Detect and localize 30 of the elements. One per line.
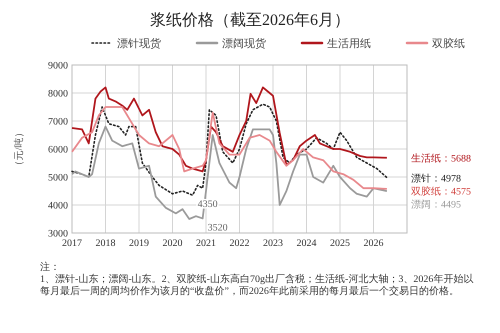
y-tick-label: 6000 xyxy=(48,144,68,156)
legend-label: 漂针现货 xyxy=(117,38,161,50)
y-tick-label: 3000 xyxy=(48,228,68,240)
y-tick-label: 7000 xyxy=(48,116,68,128)
legend-label: 漂阔现货 xyxy=(222,38,266,50)
annotation: 3520 xyxy=(208,222,228,234)
text: 注： xyxy=(40,262,61,274)
x-tick-label: 2025 xyxy=(330,238,350,249)
y-axis-title: （元/吨） xyxy=(13,128,25,170)
annotation: 双胶纸：4575 xyxy=(411,186,471,198)
y-tick-label: 4000 xyxy=(48,200,68,212)
y-tick-label: 8000 xyxy=(48,88,68,100)
legend-label: 双胶纸 xyxy=(432,37,465,50)
x-tick-label: 2019 xyxy=(129,238,149,249)
x-tick-label: 2020 xyxy=(162,238,182,249)
x-tick-label: 2022 xyxy=(230,238,250,249)
legend-label: 生活用纸 xyxy=(327,37,371,50)
x-tick-label: 2017 xyxy=(62,238,82,249)
chart-title: 浆纸价格（截至2026年6月） xyxy=(150,11,350,29)
annotation: 漂针：4978 xyxy=(411,172,461,185)
x-tick-label: 2024 xyxy=(296,238,316,249)
annotation: 漂阔：4495 xyxy=(411,198,461,211)
x-tick-label: 2023 xyxy=(263,238,283,249)
annotation: 生活纸：5688 xyxy=(411,152,471,165)
x-tick-label: 2026 xyxy=(364,238,384,249)
text: 1、漂针-山东；漂阔-山东。2、双胶纸-山东高白70g出厂含税；生活纸-河北大轴；3、2026年开始以每月最后一周的周均价作为该月的“收盘价”，而2026年此前采用的每月最后一个交易日的价格。 xyxy=(40,274,474,298)
x-tick-label: 2021 xyxy=(196,238,216,249)
x-tick-label: 2018 xyxy=(96,238,116,249)
y-tick-label: 5000 xyxy=(48,172,68,184)
y-tick-label: 9000 xyxy=(48,60,68,72)
